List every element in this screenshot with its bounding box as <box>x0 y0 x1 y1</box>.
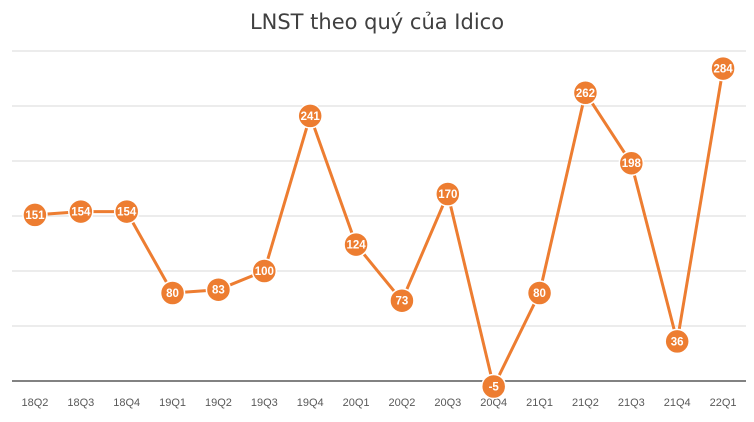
data-label: 36 <box>671 336 684 348</box>
x-tick-label: 20Q1 <box>343 397 370 409</box>
data-label: 100 <box>255 266 274 278</box>
data-label: 154 <box>117 207 137 219</box>
data-point <box>22 202 48 228</box>
data-label: 198 <box>622 158 642 170</box>
data-label: 80 <box>166 288 179 300</box>
data-point <box>297 103 323 129</box>
data-label: 154 <box>71 207 91 219</box>
data-point <box>159 280 186 306</box>
series-line <box>34 68 725 388</box>
data-point <box>664 328 690 355</box>
x-tick-label: 21Q4 <box>664 397 691 409</box>
x-tick-label: 19Q1 <box>159 397 186 409</box>
x-tick-label: 19Q3 <box>251 397 278 409</box>
x-tick-label: 18Q3 <box>67 397 94 409</box>
data-label: 151 <box>25 210 45 222</box>
data-point <box>343 231 369 258</box>
data-point <box>618 150 645 176</box>
data-label: 124 <box>346 240 366 252</box>
data-point <box>113 198 140 225</box>
x-tick-label: 19Q2 <box>205 397 232 409</box>
data-label: 284 <box>713 64 733 76</box>
x-tick-label: 22Q1 <box>710 397 737 409</box>
data-label: -5 <box>489 382 500 394</box>
data-label: 73 <box>396 296 409 308</box>
chart-title: LNST theo quý của Idico <box>249 10 505 34</box>
x-tick-label: 21Q1 <box>526 397 553 409</box>
data-label: 170 <box>438 189 457 201</box>
data-point <box>435 181 461 207</box>
data-point <box>526 280 553 306</box>
x-tick-label: 20Q2 <box>388 397 415 409</box>
data-point <box>480 373 507 400</box>
data-label: 241 <box>301 111 321 123</box>
x-tick-label: 18Q2 <box>21 397 48 409</box>
data-point <box>68 198 94 225</box>
data-point <box>389 287 415 314</box>
data-point <box>251 258 278 284</box>
data-point <box>572 80 599 106</box>
data-label: 262 <box>576 88 595 100</box>
data-point <box>205 276 232 303</box>
data-label: 83 <box>212 285 225 297</box>
x-tick-label: 19Q4 <box>297 397 324 409</box>
x-tick-label: 20Q3 <box>434 397 461 409</box>
x-tick-label: 21Q2 <box>572 397 599 409</box>
x-tick-label: 20Q4 <box>480 397 507 409</box>
data-label: 80 <box>533 288 546 300</box>
x-tick-label: 18Q4 <box>113 397 140 409</box>
data-point <box>710 55 736 82</box>
x-tick-label: 21Q3 <box>618 397 645 409</box>
